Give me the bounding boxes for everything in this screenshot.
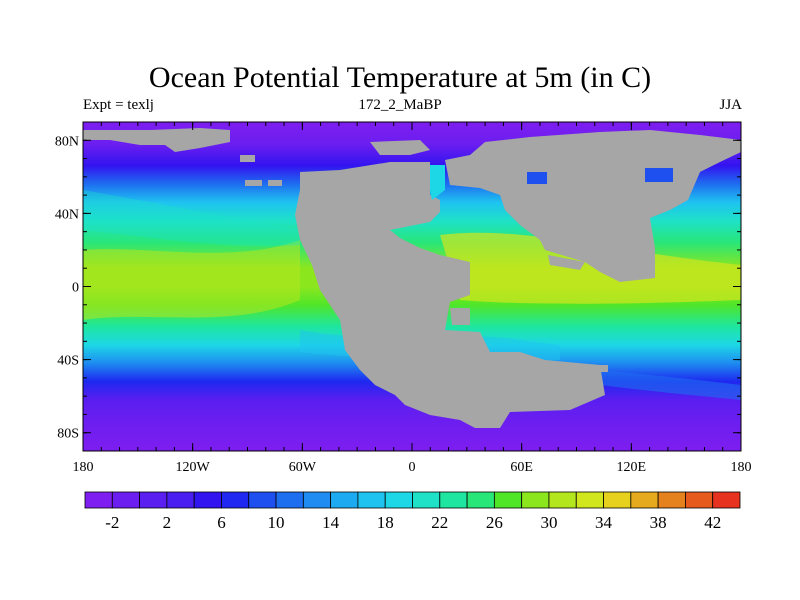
x-tick-label: 180 xyxy=(731,460,752,475)
colorbar-swatch xyxy=(657,491,686,509)
colorbar-labels: -2 2 6 10 14 18 22 26 30 34 38 42 xyxy=(105,513,721,532)
y-axis: 80N 40N 0 40S 80S xyxy=(55,134,741,442)
x-tick-label: 60W xyxy=(289,460,317,475)
inland-sea-east xyxy=(645,168,673,182)
x-tick-label: 120W xyxy=(176,460,211,475)
small-island-2 xyxy=(245,180,262,186)
colorbar-swatch xyxy=(248,491,277,509)
plot-title: Ocean Potential Temperature at 5m (in C) xyxy=(148,61,652,94)
colorbar-swatch xyxy=(712,491,741,509)
x-tick-label: 60E xyxy=(510,460,533,475)
colorbar-swatch xyxy=(685,491,714,509)
colorbar-swatch xyxy=(412,491,441,509)
arctic-land-west xyxy=(83,128,230,152)
colorbar-swatch xyxy=(439,491,468,509)
north-gulf xyxy=(430,165,445,200)
colorbar-swatch xyxy=(302,491,332,509)
experiment-label: Expt = texlj xyxy=(83,97,154,113)
colorbar xyxy=(84,491,741,509)
colorbar-label: 22 xyxy=(431,513,448,532)
colorbar-swatch xyxy=(548,491,577,509)
inland-sea-north xyxy=(527,172,547,184)
colorbar-label: 26 xyxy=(486,513,503,532)
colorbar-swatch xyxy=(166,491,195,509)
small-island-1 xyxy=(240,155,255,162)
colorbar-swatch xyxy=(575,491,604,509)
season-label: JJA xyxy=(719,97,742,113)
colorbar-swatch xyxy=(466,491,495,509)
colorbar-label: 2 xyxy=(163,513,172,532)
y-tick-label: 80S xyxy=(57,427,79,442)
y-tick-label: 40S xyxy=(57,354,79,369)
colorbar-swatch xyxy=(357,491,386,509)
colorbar-label: 6 xyxy=(217,513,226,532)
colorbar-swatch xyxy=(330,491,359,509)
time-period-label: 172_2_MaBP xyxy=(358,97,442,113)
colorbar-swatch xyxy=(603,491,632,509)
north-pacific-transition xyxy=(83,190,300,247)
map-area xyxy=(83,122,741,451)
colorbar-swatch xyxy=(84,491,113,509)
colorbar-label: 10 xyxy=(268,513,285,532)
east-coast-island xyxy=(450,308,470,325)
y-tick-label: 40N xyxy=(55,207,79,222)
colorbar-swatch xyxy=(275,491,304,509)
colorbar-label: 30 xyxy=(540,513,557,532)
colorbar-label: 38 xyxy=(650,513,667,532)
y-tick-label: 80N xyxy=(55,134,79,149)
colorbar-label: -2 xyxy=(105,513,119,532)
tethys-warm-band xyxy=(440,232,741,304)
colorbar-swatch xyxy=(493,491,523,509)
y-tick-label: 0 xyxy=(72,281,79,296)
x-axis: 180 120W 60W 0 60E 120E 180 xyxy=(73,122,752,475)
x-tick-label: 0 xyxy=(409,460,416,475)
southern-ocean-cold xyxy=(600,370,741,400)
small-island-4 xyxy=(598,365,608,372)
colorbar-swatch xyxy=(521,491,550,509)
colorbar-swatch xyxy=(139,491,168,509)
small-island-3 xyxy=(268,180,282,186)
pacific-warm-band xyxy=(83,240,300,320)
colorbar-label: 18 xyxy=(377,513,394,532)
colorbar-swatch xyxy=(193,491,222,509)
colorbar-label: 34 xyxy=(595,513,613,532)
colorbar-label: 42 xyxy=(704,513,721,532)
colorbar-label: 14 xyxy=(322,513,340,532)
colorbar-swatch xyxy=(630,491,659,509)
pangaea-west xyxy=(295,162,605,428)
colorbar-swatch xyxy=(221,491,250,509)
colorbar-swatch xyxy=(111,491,140,509)
tethys-island xyxy=(548,255,585,270)
x-tick-label: 180 xyxy=(73,460,94,475)
x-tick-label: 120E xyxy=(617,460,647,475)
arctic-island xyxy=(370,140,430,155)
colorbar-swatch xyxy=(384,491,413,509)
